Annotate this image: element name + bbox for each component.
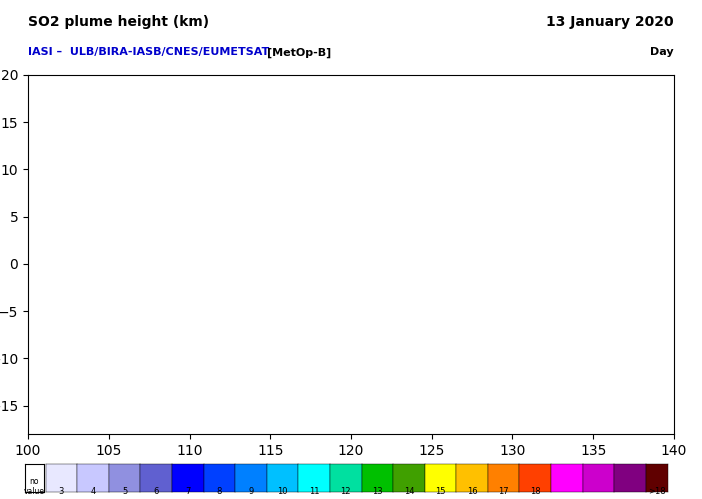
Text: 12: 12: [340, 487, 351, 496]
Text: 9: 9: [249, 487, 253, 496]
Text: 3: 3: [59, 487, 64, 496]
Text: Day: Day: [650, 47, 674, 57]
Text: 13 January 2020: 13 January 2020: [546, 15, 674, 29]
Text: 7: 7: [185, 487, 190, 496]
Text: IASI –  ULB/BIRA-IASB/CNES/EUMETSAT: IASI – ULB/BIRA-IASB/CNES/EUMETSAT: [28, 47, 270, 57]
Text: 16: 16: [467, 487, 477, 496]
Text: >18: >18: [648, 487, 665, 496]
Text: 13: 13: [372, 487, 383, 496]
Text: 15: 15: [435, 487, 446, 496]
Text: 14: 14: [404, 487, 414, 496]
Text: no
value: no value: [24, 477, 45, 496]
Text: 17: 17: [498, 487, 509, 496]
Text: 11: 11: [309, 487, 319, 496]
Text: 6: 6: [154, 487, 159, 496]
Text: 4: 4: [91, 487, 95, 496]
Text: 10: 10: [277, 487, 288, 496]
Text: [MetOp-B]: [MetOp-B]: [267, 47, 331, 58]
Text: 18: 18: [530, 487, 541, 496]
Text: 8: 8: [217, 487, 222, 496]
Text: SO2 plume height (km): SO2 plume height (km): [28, 15, 209, 29]
Text: 5: 5: [122, 487, 127, 496]
